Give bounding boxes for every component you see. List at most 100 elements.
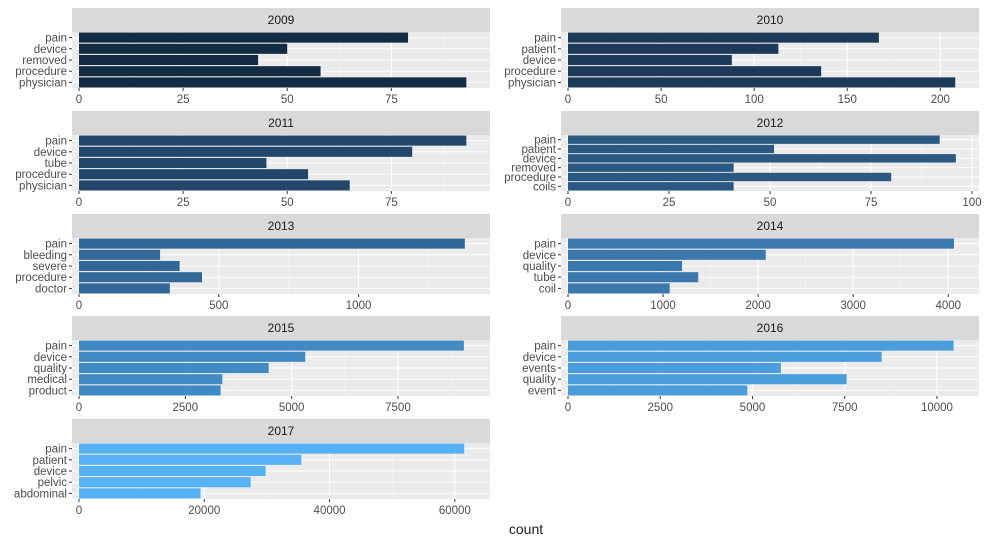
bar-pain <box>568 135 940 144</box>
category-label: pain <box>45 341 67 353</box>
bar-pain <box>568 340 954 351</box>
x-tick-label: 50 <box>764 197 777 209</box>
category-label: device <box>523 55 556 67</box>
x-tick-label: 100 <box>745 94 764 106</box>
x-tick-label: 0 <box>76 402 82 414</box>
strip-label: 2011 <box>268 116 294 130</box>
category-label: procedure <box>15 66 67 78</box>
strip-background <box>72 419 490 443</box>
category-label: physician <box>19 180 67 192</box>
bar-tube <box>79 157 267 169</box>
bar-pain <box>79 443 465 454</box>
category-label: severe <box>32 261 67 273</box>
strip-background <box>72 8 490 32</box>
category-label: medical <box>27 374 67 386</box>
category-label: device <box>34 466 67 478</box>
category-label: procedure <box>504 66 556 78</box>
x-tick-label: 2500 <box>173 402 199 414</box>
x-tick-label: 1000 <box>346 300 372 312</box>
bar-physician <box>79 77 467 88</box>
category-label: device <box>34 352 67 364</box>
bar-removed <box>79 54 259 66</box>
category-label: doctor <box>35 283 67 295</box>
bar-doctor <box>79 283 170 294</box>
bar-patient <box>79 454 302 465</box>
x-tick-label: 100 <box>962 197 981 209</box>
category-label: procedure <box>15 169 67 181</box>
x-tick-label: 4000 <box>935 300 961 312</box>
bar-device <box>79 465 266 477</box>
category-label: pain <box>534 341 556 353</box>
category-label: product <box>29 385 68 397</box>
bar-device <box>568 351 882 362</box>
x-tick-label: 500 <box>209 300 228 312</box>
category-label: patient <box>521 44 556 56</box>
x-tick-label: 0 <box>565 300 571 312</box>
bar-pelvic <box>79 477 251 488</box>
strip-background <box>72 214 490 238</box>
bar-patient <box>568 43 779 54</box>
x-tick-label: 7500 <box>385 402 411 414</box>
strip-label: 2010 <box>757 13 784 27</box>
bar-events <box>568 362 781 374</box>
x-tick-label: 50 <box>281 94 294 106</box>
category-label: removed <box>22 55 67 67</box>
x-tick-label: 200 <box>931 94 950 106</box>
panel-2012: 2012 painpatientdeviceremovedprocedurecoi… <box>504 111 982 209</box>
category-label: pain <box>45 33 67 45</box>
bar-device <box>568 54 732 66</box>
bar-tube <box>568 272 699 283</box>
x-tick-label: 0 <box>76 94 82 106</box>
strip-label: 2017 <box>268 424 295 438</box>
category-label: events <box>522 363 556 375</box>
bar-pain <box>79 238 465 249</box>
bar-quality <box>79 362 269 374</box>
bar-patient <box>568 144 775 154</box>
category-label: removed <box>511 163 556 175</box>
bar-event <box>568 385 748 396</box>
bar-device <box>79 351 306 362</box>
category-label: device <box>523 153 556 165</box>
x-tick-label: 75 <box>385 94 398 106</box>
x-tick-label: 0 <box>76 300 82 312</box>
strip-label: 2015 <box>268 321 295 335</box>
category-label: tube <box>534 272 556 284</box>
x-tick-label: 75 <box>865 197 878 209</box>
x-tick-label: 0 <box>76 197 82 209</box>
strip-background <box>72 316 490 340</box>
category-label: coils <box>533 181 556 193</box>
bar-procedure <box>79 169 309 180</box>
x-tick-label: 0 <box>565 94 571 106</box>
strip-label: 2016 <box>757 321 784 335</box>
bar-procedure <box>568 172 892 182</box>
bar-device <box>568 249 766 260</box>
category-label: tube <box>45 158 67 170</box>
category-label: quality <box>523 374 556 386</box>
category-label: physician <box>508 77 556 89</box>
x-tick-label: 50 <box>281 197 294 209</box>
strip-label: 2014 <box>757 219 784 233</box>
category-label: pain <box>45 239 67 251</box>
bar-procedure <box>568 66 822 77</box>
category-label: pain <box>45 136 67 148</box>
x-tick-label: 0 <box>565 197 571 209</box>
strip-label: 2013 <box>268 219 295 233</box>
bar-quality <box>568 374 847 385</box>
category-label: device <box>34 44 67 56</box>
x-tick-label: 75 <box>385 197 398 209</box>
bar-pain <box>79 340 464 351</box>
bar-device <box>79 146 413 157</box>
bar-pain <box>79 32 409 43</box>
category-label: pelvic <box>38 477 68 489</box>
bar-bleeding <box>79 249 161 260</box>
category-label: procedure <box>15 272 67 284</box>
category-label: bleeding <box>24 250 67 262</box>
bar-physician <box>79 180 350 191</box>
bar-severe <box>79 260 180 272</box>
x-axis-title: count <box>509 521 543 537</box>
x-tick-label: 60000 <box>439 505 471 517</box>
category-label: patient <box>521 144 556 156</box>
